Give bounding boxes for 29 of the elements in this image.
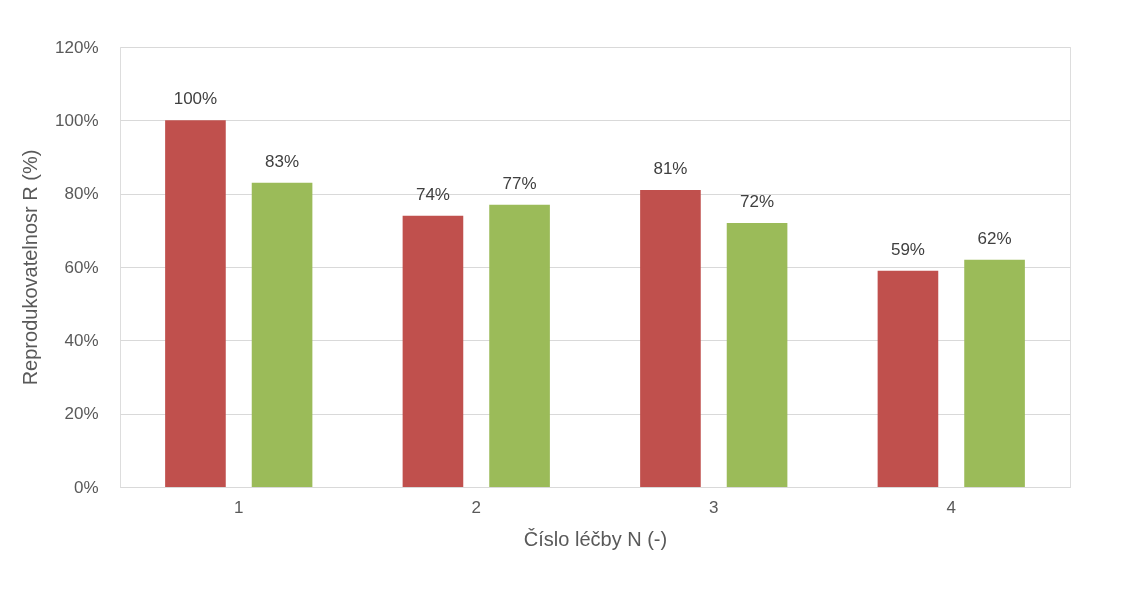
x-axis-title: Číslo léčby N (-) — [523, 527, 668, 550]
data-label: 74% — [415, 184, 450, 204]
x-tick-label: 3 — [709, 497, 719, 517]
y-axis-title: Reprodukovatelnosr R (%) — [19, 149, 42, 386]
data-label: 59% — [890, 239, 925, 259]
y-tick-label: 20% — [64, 404, 99, 424]
bar — [640, 190, 701, 487]
x-tick-label: 4 — [946, 497, 956, 517]
data-label: 83% — [265, 151, 300, 171]
x-tick-label: 1 — [234, 497, 244, 517]
bar — [964, 259, 1025, 487]
y-tick-label: 80% — [64, 184, 99, 204]
y-tick-label: 40% — [64, 330, 99, 350]
bar — [251, 182, 313, 487]
bar — [877, 270, 939, 487]
y-tick-label: 0% — [73, 477, 99, 497]
y-tick-label: 60% — [64, 257, 99, 277]
data-label: 62% — [977, 228, 1012, 248]
data-label: 81% — [653, 159, 688, 178]
data-label: 100% — [173, 89, 218, 109]
bar — [165, 120, 226, 487]
bar — [402, 215, 464, 487]
x-tick-label: 2 — [471, 497, 481, 517]
bar — [489, 204, 550, 487]
y-tick-label: 100% — [55, 110, 99, 130]
data-label: 77% — [502, 173, 537, 193]
data-label: 72% — [740, 192, 775, 211]
bar — [726, 223, 788, 487]
y-tick-label: 120% — [55, 37, 99, 57]
